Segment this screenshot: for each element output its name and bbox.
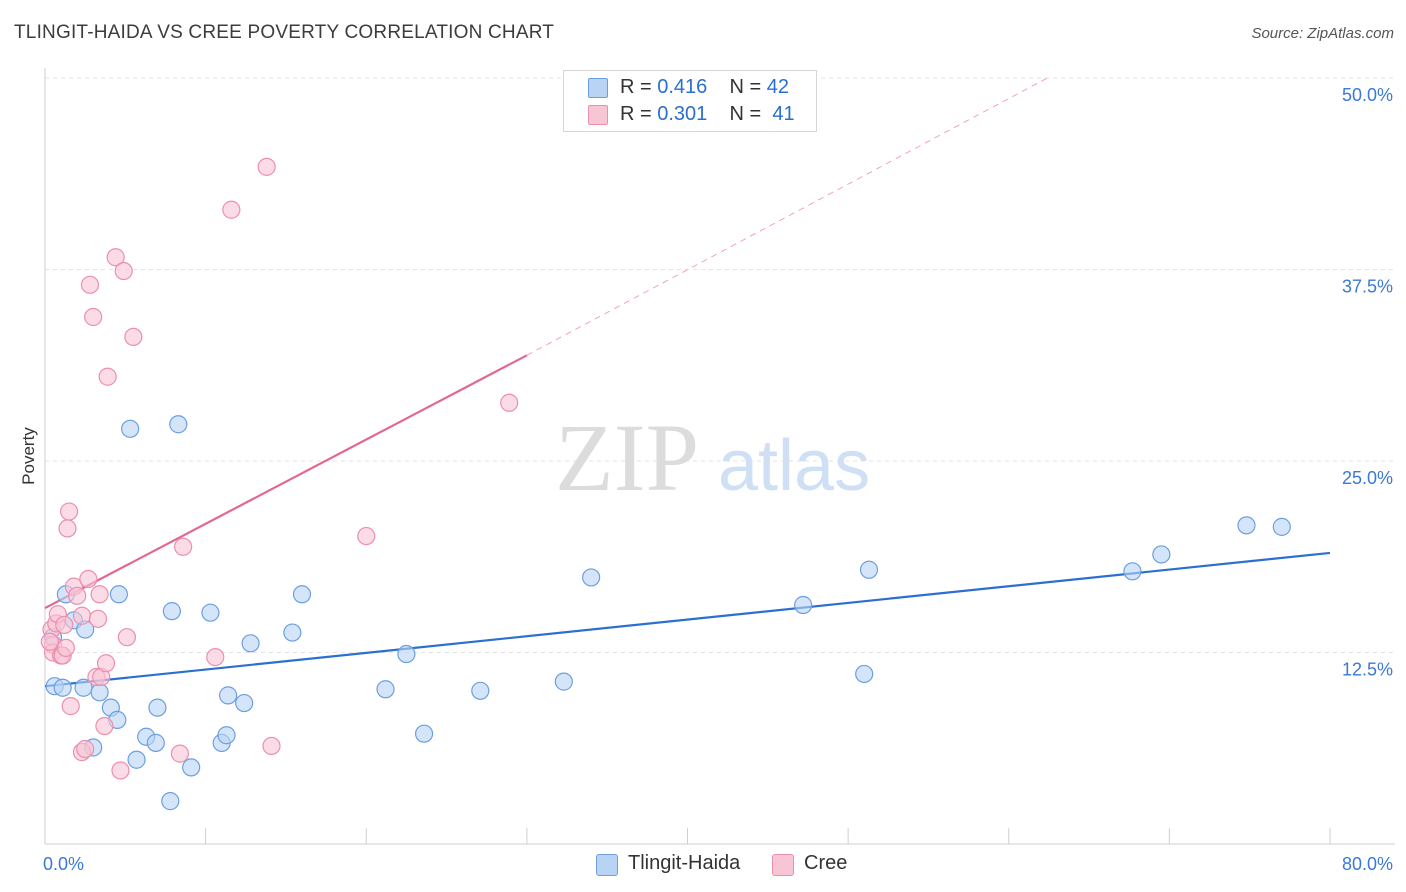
tick-labels: 12.5% 25.0% 37.5% 50.0% 0.0% 80.0% [43,85,1393,874]
r-label: R = [620,103,658,125]
legend-text: R = 0.301 N = 41 [620,103,795,126]
point-tlingit-haida [471,681,490,700]
legend-swatch-pink [772,854,794,876]
legend-label: Tlingit-Haida [628,852,741,874]
point-tlingit-haida [109,585,128,604]
point-tlingit-haida [397,644,416,664]
n-label: N = [729,103,767,125]
watermark-zip: ZIP [555,404,699,511]
legend-swatch-blue [596,854,618,876]
point-tlingit-haida [146,733,165,752]
point-tlingit-haida [217,726,236,745]
point-tlingit-haida [90,683,109,702]
point-cree [68,586,87,605]
point-cree [357,526,376,546]
axes [44,68,1395,845]
point-tlingit-haida [794,595,813,615]
y-axis-label: Poverty [19,427,38,485]
point-cree [206,647,225,667]
point-tlingit-haida [219,686,238,705]
legend-text: R = 0.416 N = 42 [620,76,789,99]
point-tlingit-haida [1152,545,1171,564]
point-cree [61,697,80,716]
n-label: N = [729,76,767,98]
point-cree [88,609,108,628]
point-cree [96,654,116,673]
point-cree [262,736,281,756]
point-tlingit-haida [53,678,72,697]
point-tlingit-haida [855,664,874,684]
point-tlingit-haida [121,419,140,438]
point-tlingit-haida [127,750,146,769]
chart-title: TLINGIT-HAIDA VS CREE POVERTY CORRELATIO… [14,22,555,43]
watermark: ZIP atlas [555,404,870,511]
point-tlingit-haida [241,634,260,653]
point-cree [95,716,114,736]
point-tlingit-haida [1123,562,1142,581]
point-cree [111,761,130,780]
point-tlingit-haida [554,672,573,691]
point-cree [90,585,109,604]
point-tlingit-haida [376,680,395,699]
point-cree [117,628,137,647]
trend-lines [44,77,1331,688]
point-cree [56,638,75,658]
point-cree [222,200,241,219]
data-points [40,157,1291,811]
y-tick-label: 50.0% [1342,85,1393,105]
point-cree [84,307,103,327]
point-tlingit-haida [161,792,180,811]
legend-label: Cree [804,852,848,874]
legend-swatch-blue [588,78,608,98]
r-value: 0.416 [657,76,708,98]
point-tlingit-haida [235,693,254,713]
n-value: 41 [772,103,795,125]
point-tlingit-haida [283,623,302,642]
y-tick-label: 12.5% [1342,660,1393,680]
x-tick-label: 80.0% [1342,854,1393,874]
point-cree [80,275,100,294]
r-label: R = [620,76,658,98]
point-tlingit-haida [292,585,312,604]
point-cree [55,615,74,635]
trend-line-tlingit-haida [44,551,1331,688]
r-value: 0.301 [657,103,708,125]
n-value: 42 [766,76,790,98]
point-tlingit-haida [169,415,188,434]
y-tick-label: 37.5% [1342,277,1393,297]
point-cree [124,327,143,347]
point-cree [59,502,79,521]
point-cree [79,569,98,589]
point-cree [106,248,125,267]
correlation-legend: R = 0.416 N = 42 R = 0.301 N = 41 [563,70,817,132]
point-cree [76,739,95,759]
point-cree [257,157,276,176]
point-cree [114,261,133,281]
legend-swatch-pink [588,105,608,125]
point-tlingit-haida [582,568,601,587]
point-tlingit-haida [162,602,181,621]
point-tlingit-haida [1272,517,1291,536]
point-tlingit-haida [1237,516,1256,535]
watermark-atlas: atlas [718,426,870,506]
point-tlingit-haida [148,698,167,717]
trend-line-cree [44,354,528,610]
point-cree [500,393,519,412]
point-cree [170,744,190,763]
point-cree [98,367,117,386]
point-cree [174,537,193,556]
point-cree [40,632,59,651]
point-tlingit-haida [201,603,220,622]
y-tick-label: 25.0% [1342,468,1393,488]
source-label: Source: ZipAtlas.com [1251,25,1394,42]
point-tlingit-haida [859,560,879,579]
x-tick-label: 0.0% [43,854,84,874]
point-cree [72,606,92,625]
point-tlingit-haida [182,758,201,777]
point-tlingit-haida [414,724,434,743]
point-cree [58,519,77,538]
